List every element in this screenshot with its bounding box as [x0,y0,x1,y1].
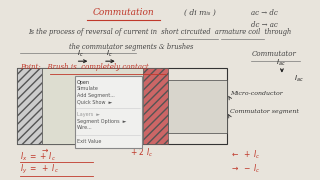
Text: Micro-conductor: Micro-conductor [230,91,283,96]
Text: $I_c$: $I_c$ [76,49,83,59]
Bar [103,84,118,129]
Text: Layers  ►: Layers ► [77,112,100,117]
Text: $\leftarrow\ +\ I_c$: $\leftarrow\ +\ I_c$ [230,148,261,161]
Text: dc → ac: dc → ac [252,21,278,29]
Bar [75,76,142,148]
Bar [168,80,227,133]
Text: $I_x\ =\ \overrightarrow{+}\ I_c$: $I_x\ =\ \overrightarrow{+}\ I_c$ [20,147,56,163]
Text: Commutation: Commutation [92,8,154,17]
Bar [17,68,42,144]
Text: Quick Show  ►: Quick Show ► [77,99,112,104]
Text: $I_{ac}$: $I_{ac}$ [276,58,285,68]
Text: Commutator: Commutator [252,50,296,58]
Text: Simulate: Simulate [77,86,99,91]
Bar [17,68,227,144]
Text: Open: Open [77,80,90,85]
Bar [84,84,99,129]
Text: Is the process of reversal of current in  short circuited  armature coil  throug: Is the process of reversal of current in… [28,28,292,36]
Text: $\rightarrow\ -\ I_c$: $\rightarrow\ -\ I_c$ [230,163,261,176]
Text: $+\ 2\ I_c$: $+\ 2\ I_c$ [130,147,153,159]
Text: $I_{ac}$: $I_{ac}$ [294,74,304,84]
Text: $I_c$: $I_c$ [106,49,113,59]
Text: $I_y\ =\ +\ I_c$: $I_y\ =\ +\ I_c$ [20,163,59,176]
Text: the commutator segments & brushes: the commutator segments & brushes [68,43,193,51]
Text: ac → dc: ac → dc [252,9,278,17]
Text: Add Segment...: Add Segment... [77,93,115,98]
Text: ( di mᵢₛ ): ( di mᵢₛ ) [184,9,216,17]
Text: Commutator segment: Commutator segment [230,109,299,114]
Text: Exit Value: Exit Value [77,139,101,144]
Text: Wire...: Wire... [77,125,93,130]
Text: Point:   Brush is  completely contact: Point: Brush is completely contact [20,63,148,71]
Text: Segment Options  ►: Segment Options ► [77,119,126,124]
Bar [143,68,168,144]
Bar [42,68,160,144]
